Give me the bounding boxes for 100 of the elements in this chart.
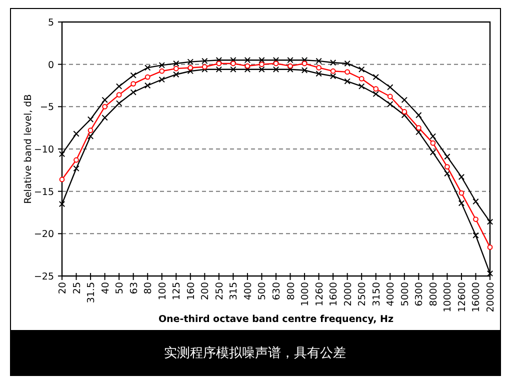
point [472, 198, 479, 205]
x-tick-label: 500 [257, 282, 268, 300]
point [316, 65, 322, 70]
point [330, 68, 336, 74]
point [102, 96, 108, 103]
point [144, 74, 150, 80]
x-tick-label: 3150 [371, 282, 382, 306]
point [387, 101, 394, 108]
point [287, 57, 294, 64]
point [416, 112, 422, 118]
x-tick-label: 2500 [357, 282, 368, 306]
point [444, 154, 450, 160]
point [144, 82, 151, 89]
point [116, 100, 122, 106]
point [173, 66, 179, 72]
point [458, 200, 465, 206]
point [387, 94, 393, 100]
point [486, 218, 494, 225]
point [244, 57, 251, 64]
point [187, 68, 194, 74]
point [358, 66, 365, 73]
x-tick-label: 40 [100, 282, 112, 294]
point [130, 72, 136, 78]
point [372, 90, 379, 98]
point [188, 65, 194, 70]
y-tick-label: −20 [34, 229, 54, 240]
x-tick-label: 160 [186, 282, 197, 300]
x-tick-label: 12600 [456, 282, 468, 312]
point [87, 133, 94, 140]
point [444, 170, 450, 177]
y-tick-label: −10 [34, 144, 54, 156]
x-tick-label: 250 [214, 282, 226, 300]
x-tick-label: 4000 [386, 282, 397, 306]
x-axis-title: One-third octave band centre frequency, Hz [158, 314, 394, 325]
point [144, 64, 151, 71]
point [302, 60, 308, 66]
x-tick-label: 6300 [414, 282, 426, 306]
point [58, 200, 66, 208]
point [244, 63, 250, 69]
x-tick-label: 80 [143, 282, 154, 294]
point [358, 76, 364, 82]
point [330, 60, 336, 66]
point [458, 174, 465, 180]
y-tick-label: −25 [34, 272, 54, 282]
x-tick-label: 100 [157, 282, 168, 300]
point [472, 232, 479, 238]
point [344, 60, 350, 67]
point [430, 149, 436, 156]
point [216, 60, 222, 66]
x-tick-label: 400 [242, 282, 254, 300]
point [158, 76, 165, 83]
point [486, 270, 494, 277]
point [272, 57, 280, 64]
x-tick-label: 2000 [342, 282, 354, 306]
point [230, 57, 236, 64]
point [87, 116, 94, 122]
x-tick-label: 1600 [328, 282, 340, 306]
y-tick-label: 0 [48, 60, 54, 71]
point [273, 60, 279, 66]
point [387, 84, 394, 90]
point [259, 62, 264, 68]
point [401, 96, 408, 103]
point [287, 66, 294, 73]
x-tick-label: 31.5 [86, 282, 98, 304]
point [358, 83, 365, 90]
point [116, 92, 122, 98]
point [158, 62, 165, 68]
point [88, 128, 94, 134]
point [430, 133, 436, 140]
point [59, 176, 65, 182]
point [74, 157, 79, 163]
x-tick-label: 16000 [471, 282, 482, 312]
point [202, 64, 208, 70]
point [73, 130, 80, 137]
point [73, 165, 80, 172]
x-tick-label: 25 [72, 282, 83, 294]
text: 实测程序模拟噪声谱，具有公差 [164, 345, 346, 361]
point [130, 89, 136, 96]
point [173, 71, 180, 78]
point [288, 63, 293, 69]
point [102, 104, 108, 110]
x-tick-label: 315 [228, 282, 240, 300]
y-tick-label: −5 [40, 102, 54, 114]
point [230, 66, 236, 73]
point [487, 244, 493, 250]
y-tick-label: 5 [48, 18, 54, 28]
point [401, 112, 408, 118]
point [458, 190, 464, 196]
point [330, 73, 336, 80]
point [159, 68, 165, 74]
point [187, 58, 194, 65]
x-tick-label: 8000 [428, 282, 440, 306]
x-tick-label: 20000 [486, 282, 496, 312]
point [173, 60, 180, 67]
x-tick-label: 63 [128, 282, 140, 294]
point [316, 70, 322, 77]
point [430, 140, 436, 146]
point [258, 66, 265, 73]
x-tick-label: 1260 [314, 282, 326, 306]
point [102, 114, 108, 121]
